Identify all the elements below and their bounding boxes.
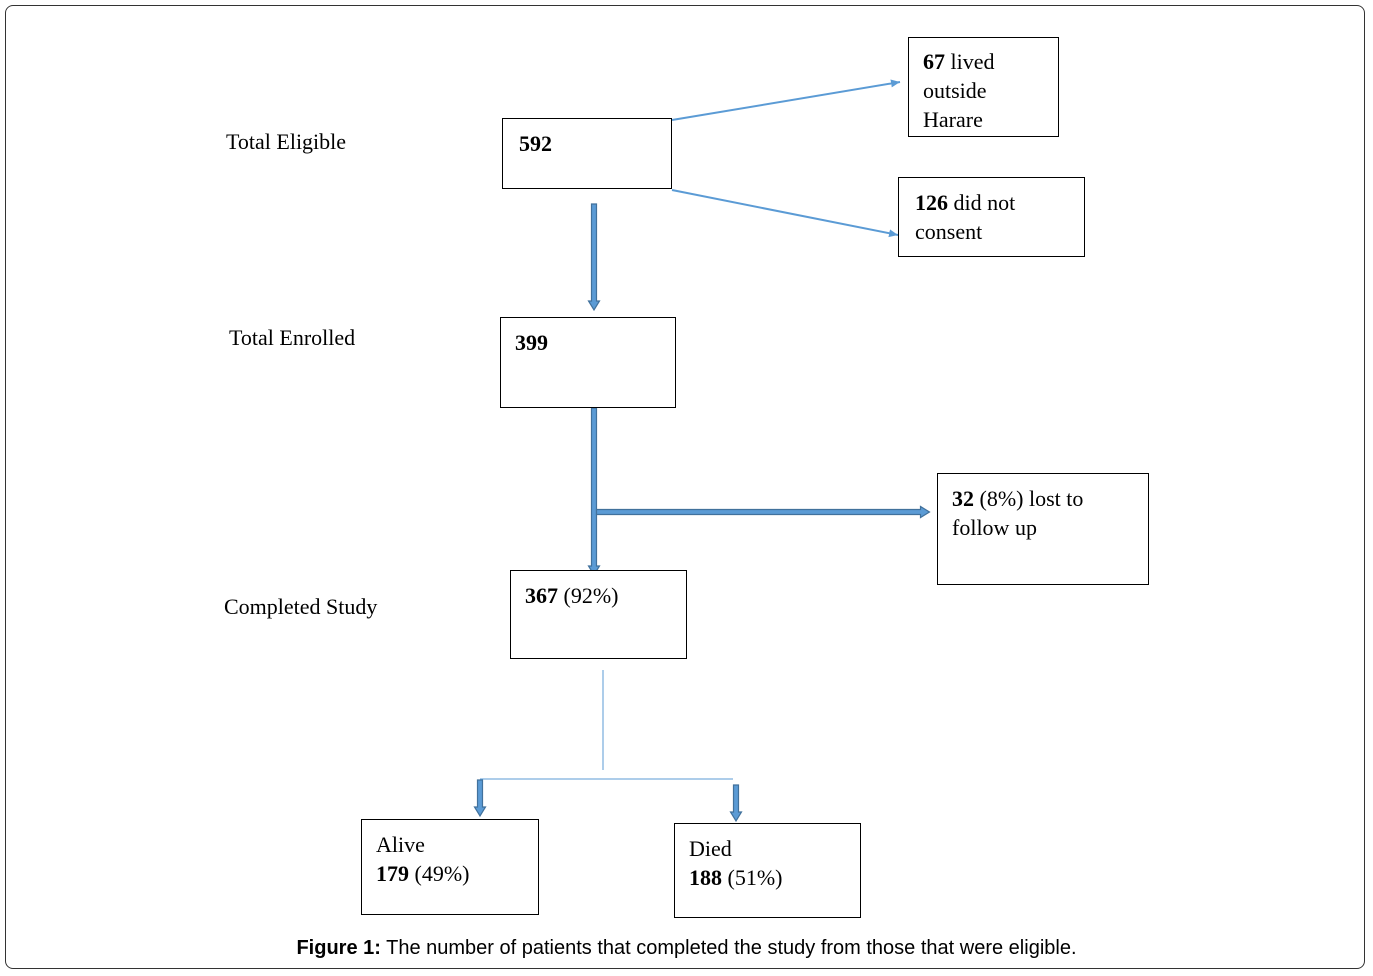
box: Died 188 (51%): [674, 823, 861, 918]
box: 32 (8%) lost to follow up: [937, 473, 1149, 585]
count: 32: [952, 486, 974, 511]
count: 126: [915, 190, 948, 215]
count: 179: [376, 861, 409, 886]
arrow: [671, 79, 901, 121]
label: Died: [689, 836, 732, 861]
count: 592: [519, 131, 552, 156]
caption: Figure 1: The number of patients that co…: [0, 937, 1373, 960]
box: 399: [500, 317, 676, 408]
count: 67: [923, 49, 945, 74]
arrow: [671, 189, 899, 238]
box: 126 did not consent: [898, 177, 1085, 257]
thick-arrows: [473, 203, 931, 823]
text: lived outside Harare: [923, 49, 995, 132]
count: 188: [689, 865, 722, 890]
text: did not consent: [915, 190, 1016, 244]
box: 592: [502, 118, 672, 189]
percent: (8%): [979, 486, 1024, 511]
percent: (51%): [727, 865, 783, 890]
caption-text: The number of patients that completed th…: [386, 937, 1077, 959]
box: Alive 179 (49%): [361, 819, 539, 915]
percent: (92%): [563, 583, 619, 608]
stage-label: Completed Study: [224, 594, 378, 619]
frame: [5, 5, 1365, 969]
caption-label: Figure 1:: [296, 937, 381, 959]
label: Alive: [376, 832, 425, 857]
box: 67 lived outside Harare: [908, 37, 1059, 137]
stage-label: Total Enrolled: [229, 325, 356, 350]
box: 367 (92%): [510, 570, 687, 659]
count: 367: [525, 583, 558, 608]
percent: (49%): [414, 861, 470, 886]
text: lost to follow up: [952, 486, 1084, 540]
count: 399: [515, 330, 548, 355]
stage-label: Total Eligible: [226, 129, 347, 154]
